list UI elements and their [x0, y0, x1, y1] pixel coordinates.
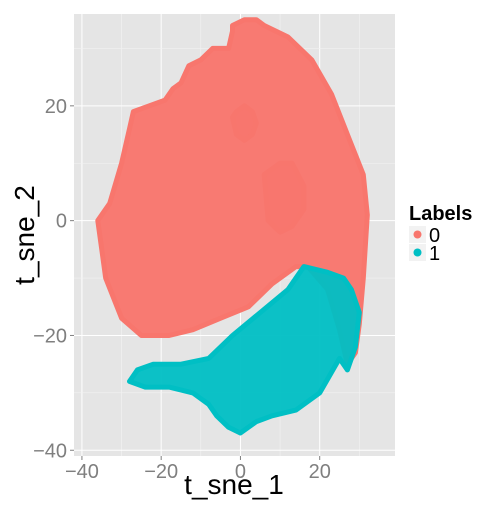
series-1-point-cloud	[127, 264, 362, 436]
data-points	[95, 17, 370, 436]
y-tick-label: −40	[33, 440, 67, 462]
x-tick-label: 20	[309, 461, 331, 483]
x-tick-label: −20	[144, 461, 178, 483]
y-tick-label: 0	[56, 211, 67, 233]
x-tick-label: −40	[65, 461, 99, 483]
legend: Labels 0 1	[409, 203, 472, 265]
series-0-point-cloud	[261, 160, 307, 235]
x-tick-label: 0	[235, 461, 246, 483]
legend-dot-1	[413, 248, 422, 257]
legend-label-0: 0	[429, 225, 440, 247]
series-1-points	[127, 264, 362, 436]
legend-title: Labels	[409, 203, 472, 225]
legend-dot-0	[413, 230, 422, 239]
y-tick-label: 20	[45, 96, 67, 118]
series-0-point-cloud	[230, 103, 259, 143]
y-axis-label: t_sne_2	[9, 185, 40, 285]
axis-ticks: −40 −20 0 20 −40 −20 0 20	[33, 96, 331, 483]
y-tick-label: −20	[33, 325, 67, 347]
x-axis-label: t_sne_1	[184, 469, 284, 500]
series-0-points	[95, 17, 370, 367]
legend-label-1: 1	[429, 243, 440, 265]
series-0-point-cloud	[95, 17, 370, 367]
